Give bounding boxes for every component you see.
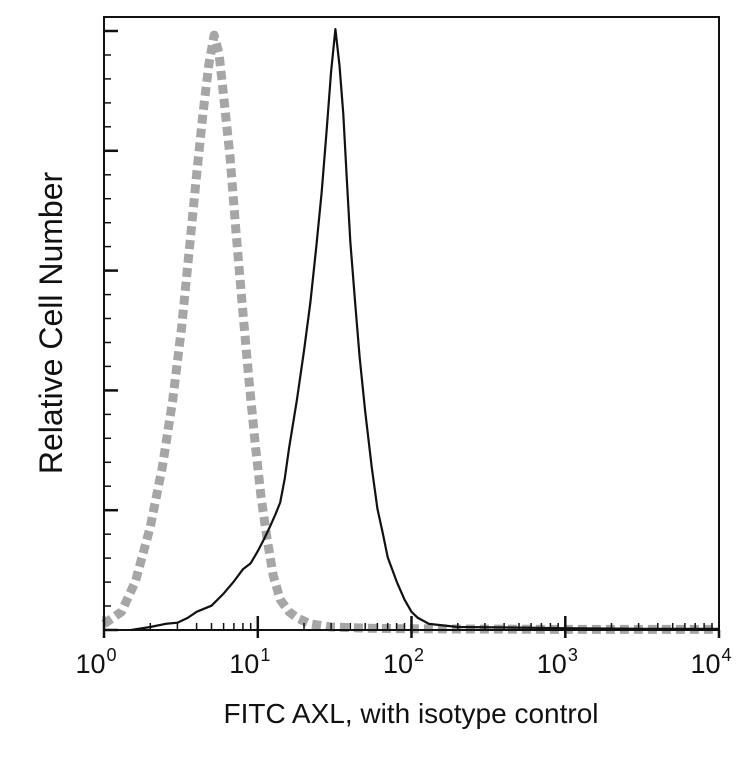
x-axis-title: FITC AXL, with isotype control bbox=[223, 698, 598, 729]
histogram-curves bbox=[101, 28, 719, 634]
axl-stained-curve bbox=[130, 28, 719, 632]
x-tick-label: 100 bbox=[75, 645, 116, 679]
x-tick-label: 103 bbox=[537, 645, 578, 679]
isotype-control-curve bbox=[101, 30, 719, 634]
plot-frame bbox=[103, 16, 720, 631]
x-axis-ticks bbox=[102, 616, 721, 638]
y-axis-ticks bbox=[104, 29, 118, 632]
x-axis-tick-labels: 100 101 102 103 104 bbox=[75, 645, 731, 679]
x-tick-label: 101 bbox=[229, 645, 270, 679]
x-tick-label: 104 bbox=[690, 645, 731, 679]
x-tick-label: 102 bbox=[383, 645, 424, 679]
y-axis-title: Relative Cell Number bbox=[33, 171, 69, 474]
